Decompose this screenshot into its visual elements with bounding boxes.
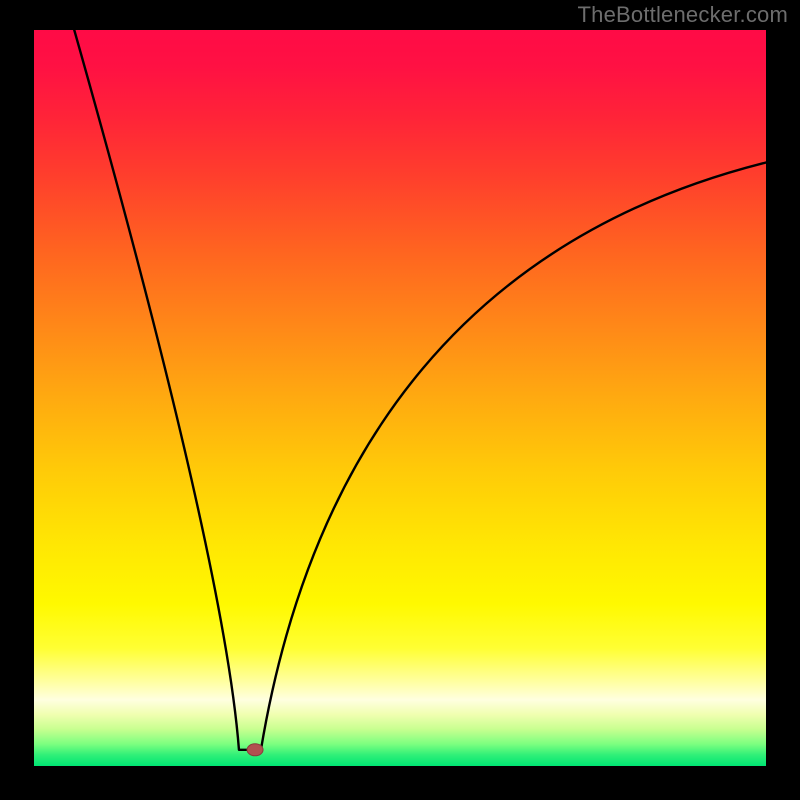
bottleneck-chart-svg: [0, 0, 800, 800]
optimal-marker: [247, 744, 263, 756]
chart-stage: TheBottlenecker.com: [0, 0, 800, 800]
watermark-text: TheBottlenecker.com: [578, 2, 788, 28]
